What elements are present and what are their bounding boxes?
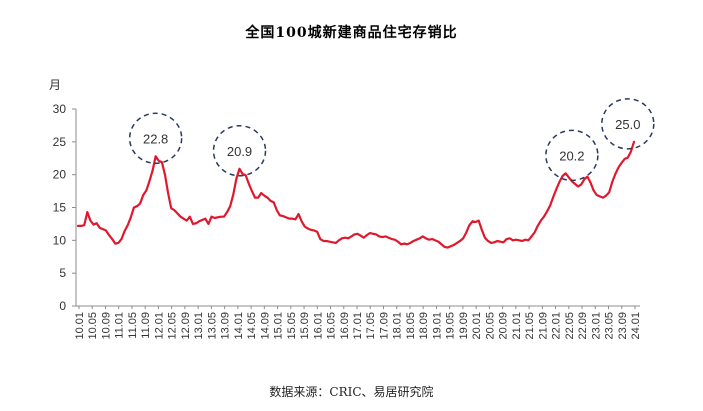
x-tick-label: 17.01 [352,312,364,340]
x-tick-label: 15.05 [286,312,298,340]
x-tick-label: 20.01 [471,312,483,340]
annotation-label: 20.2 [559,148,584,163]
y-tick-label: 25 [53,135,67,149]
x-tick-label: 16.05 [326,312,338,340]
x-tick-label: 11.05 [127,312,139,339]
series-line [76,140,636,249]
annotation-circle [601,98,655,150]
x-tick-label: 14.05 [246,312,258,340]
annotation-label: 22.8 [143,131,168,146]
x-tick-label: 10.05 [87,312,99,340]
x-tick-label: 22.09 [577,312,589,340]
x-tick-label: 19.01 [431,312,443,340]
annotation-circle [128,112,183,165]
x-tick-label: 12.01 [153,312,165,340]
y-axis-unit-label: 月 [49,78,61,92]
chart-source-note: 数据来源：CRIC、易居研究院 [269,385,434,399]
x-tick-label: 21.09 [537,312,549,340]
x-tick-label: 23.01 [590,312,602,340]
y-tick-label: 0 [59,299,66,313]
x-tick-label: 11.01 [114,312,126,339]
x-tick-label: 13.09 [220,312,232,340]
x-tick-label: 19.05 [445,312,457,340]
x-tick-label: 12.09 [180,312,192,340]
x-tick-label: 16.09 [339,312,351,340]
x-tick-label: 14.09 [259,312,271,340]
x-tick-label: 20.09 [498,312,510,340]
x-tick-label: 18.01 [392,312,404,340]
x-tick-label: 10.09 [100,312,112,340]
x-tick-label: 18.05 [405,312,417,340]
y-tick-label: 15 [53,201,67,215]
x-tick-label: 24.01 [630,312,642,340]
y-tick-label: 5 [59,266,66,280]
y-tick-label: 10 [53,233,67,247]
x-tick-label: 16.01 [312,312,324,340]
y-tick-label: 20 [53,168,67,182]
x-tick-label: 22.01 [551,312,563,340]
x-tick-label: 15.09 [299,312,311,340]
annotation-label: 20.9 [227,144,252,159]
chart-title: 全国100城新建商品住宅存销比 [245,25,458,41]
x-tick-label: 18.09 [418,312,430,340]
x-axis-ticks: 10.01 10.05 10.09 11.01 11.05 11.09 12.01 12.05… [74,306,642,340]
x-tick-label: 20.05 [484,312,496,340]
x-tick-label: 23.09 [617,312,629,340]
annotation-label: 25.0 [615,117,640,132]
x-tick-label: 13.05 [206,312,218,340]
x-tick-label: 22.05 [564,312,576,340]
x-tick-label: 10.01 [74,312,86,340]
x-tick-label: 21.05 [524,312,536,340]
x-tick-label: 15.01 [273,312,285,340]
x-tick-label: 12.05 [167,312,179,340]
x-tick-label: 11.09 [140,312,152,339]
x-tick-label: 13.01 [193,312,205,340]
x-tick-label: 21.01 [511,312,523,340]
x-tick-label: 23.05 [604,312,616,340]
annotation-circle [212,125,267,177]
annotation-group: 22.8 20.9 20.2 25.0 [128,98,655,182]
x-tick-label: 17.09 [378,312,390,340]
annotation-circle [545,129,599,182]
x-tick-label: 14.01 [233,312,245,340]
y-tick-label: 30 [53,102,67,116]
x-tick-label: 19.09 [458,312,470,340]
y-axis-ticks: 0 5 10 15 20 25 30 [53,102,76,313]
series-group [76,140,636,249]
x-tick-label: 17.05 [365,312,377,340]
